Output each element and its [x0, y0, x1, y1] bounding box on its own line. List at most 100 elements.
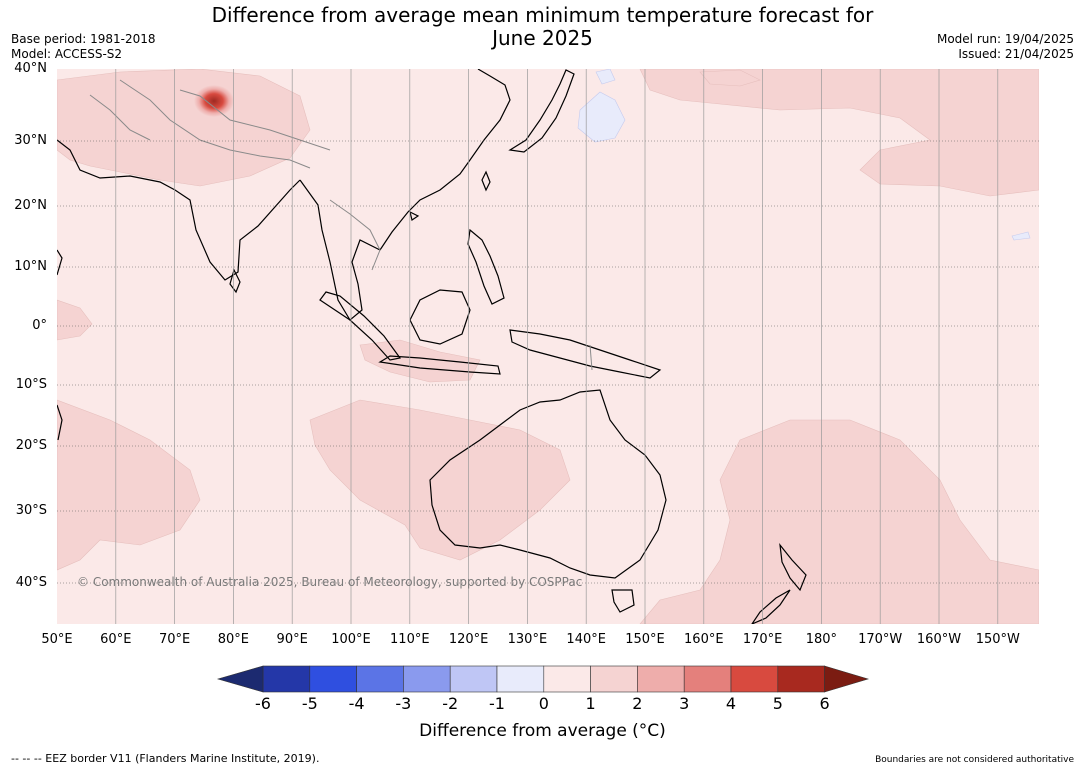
colorbar-tick-label: -3: [395, 694, 412, 713]
coast-tasmania: [611, 589, 635, 613]
colorbar-segment: [262, 665, 311, 693]
longitude-label: 150°E: [625, 632, 665, 647]
colorbar-title: Difference from average (°C): [419, 721, 666, 741]
latitude-label: 40°N: [14, 61, 47, 76]
longitude-label: 70°E: [158, 632, 191, 647]
colorbar-under-arrow: [216, 665, 264, 693]
colorbar-tick-label: 3: [679, 694, 690, 713]
colorbar-over-arrow: [824, 665, 870, 693]
coast-japan: [508, 69, 575, 153]
longitude-label: 120°E: [448, 632, 489, 647]
colorbar-segment: [356, 665, 404, 693]
longitude-label: 80°E: [217, 632, 250, 647]
longitude-label: 130°E: [507, 632, 548, 647]
longitude-label: 150°W: [975, 632, 1020, 647]
latitude-label: 20°N: [14, 198, 47, 213]
coast-sumatra: [319, 291, 402, 361]
anomaly-region-equatorial-west: [57, 299, 93, 341]
colorbar-tick-label: 0: [538, 694, 549, 713]
coastlines: [57, 69, 807, 624]
coast-borneo: [409, 289, 471, 345]
coast-bay-burma-malay: [299, 69, 511, 321]
border-central-asia: [89, 94, 151, 141]
longitude-label: 100°E: [331, 632, 371, 647]
meta-left: Base period: 1981-2018 Model: ACCESS-S2: [11, 32, 156, 62]
eez-legend-note: -- -- -- EEZ border V11 (Flanders Marine…: [11, 752, 320, 765]
colorbar-tick-label: -4: [348, 694, 365, 713]
coast-australia: [429, 389, 667, 579]
colorbar-tick-label: -6: [255, 694, 271, 713]
chart-title: Difference from average mean minimum tem…: [0, 4, 1085, 50]
colorbar-tick-label: -1: [489, 694, 505, 713]
coast-new-guinea: [509, 329, 662, 379]
latitude-label: 30°S: [15, 503, 47, 518]
colorbar-segment: [403, 665, 451, 693]
coast-new-zealand-north: [779, 542, 807, 592]
longitude-label: 160°W: [916, 632, 962, 647]
coast-java: [378, 355, 501, 375]
anomaly-region-indian-ocean: [309, 399, 571, 561]
longitude-label: 170°W: [858, 632, 903, 647]
anomaly-region-bay-of-bengal: [359, 339, 481, 383]
anomaly-region-northwest-pacific: [699, 69, 761, 87]
meridians: [115, 69, 999, 624]
coast-arabia-india: [57, 139, 301, 281]
colorbar-tick-label: 6: [819, 694, 830, 713]
anomaly-region-cool-north: [595, 69, 616, 85]
model-text: Model: ACCESS-S2: [11, 47, 123, 61]
longitude-label: 110°E: [390, 632, 430, 647]
longitude-label: 140°E: [566, 632, 606, 647]
border-south-asia: [119, 79, 311, 169]
anomaly-region-cool-hawaii: [1011, 231, 1031, 241]
coast-hainan: [409, 210, 420, 221]
coast-taiwan: [481, 170, 491, 192]
colorbar-segment: [449, 665, 498, 693]
border-himalaya: [179, 89, 331, 151]
colorbar-tick-label: 2: [632, 694, 643, 713]
longitude-label: 50°E: [41, 632, 73, 647]
copyright-notice: © Commonwealth of Australia 2025, Bureau…: [77, 575, 583, 589]
latitude-label: 20°S: [15, 438, 47, 453]
latitude-label: 10°N: [14, 259, 47, 274]
latitude-label: 10°S: [15, 377, 47, 392]
colorbar-tick-label: 5: [772, 694, 783, 713]
longitude-label: 170°E: [742, 632, 783, 647]
colorbar-segment: [683, 665, 732, 693]
issued-text: Issued: 21/04/2025: [958, 47, 1074, 61]
coast-sri-lanka: [229, 268, 241, 294]
border-indochina: [329, 199, 381, 271]
colorbar-segment: [590, 665, 638, 693]
longitude-label: 90°E: [276, 632, 308, 647]
colorbar-tick-label: 4: [725, 694, 737, 713]
colorbar-tick-label: 1: [585, 694, 596, 713]
latitude-label: 40°S: [15, 575, 47, 590]
colorbar-segment: [777, 665, 825, 693]
coast-madagascar-edge: [57, 404, 63, 441]
longitude-label: 160°E: [684, 632, 724, 647]
meta-right: Model run: 19/04/2025 Issued: 21/04/2025: [937, 32, 1074, 62]
latitude-label: 30°N: [14, 133, 47, 148]
coast-horn-of-africa: [57, 249, 63, 276]
latitude-label: 0°: [32, 318, 47, 333]
boundaries-disclaimer: Boundaries are not considered authoritat…: [875, 755, 1074, 765]
coast-philippines: [467, 228, 505, 305]
colorbar-tick-label: -5: [301, 694, 318, 713]
anomaly-hotspot-kashmir: [194, 85, 234, 117]
colorbar: [216, 665, 870, 693]
title-line-1: Difference from average mean minimum tem…: [211, 3, 874, 27]
colorbar-segment: [496, 665, 545, 693]
country-borders: [89, 79, 593, 371]
colorbar-tick-label: -2: [442, 694, 459, 713]
title-line-2: June 2025: [492, 26, 593, 50]
model-run-text: Model run: 19/04/2025: [936, 32, 1074, 46]
border-new-guinea: [589, 344, 593, 371]
colorbar-segment: [309, 665, 357, 693]
anomaly-region-cool-west-pacific: [577, 91, 626, 143]
colorbar-segment: [637, 665, 685, 693]
anomaly-region-southwest: [57, 399, 201, 571]
base-period-text: Base period: 1981-2018: [11, 32, 156, 46]
colorbar-segment: [730, 665, 779, 693]
coast-new-zealand-south: [751, 589, 791, 624]
colorbar-segment: [543, 665, 591, 693]
